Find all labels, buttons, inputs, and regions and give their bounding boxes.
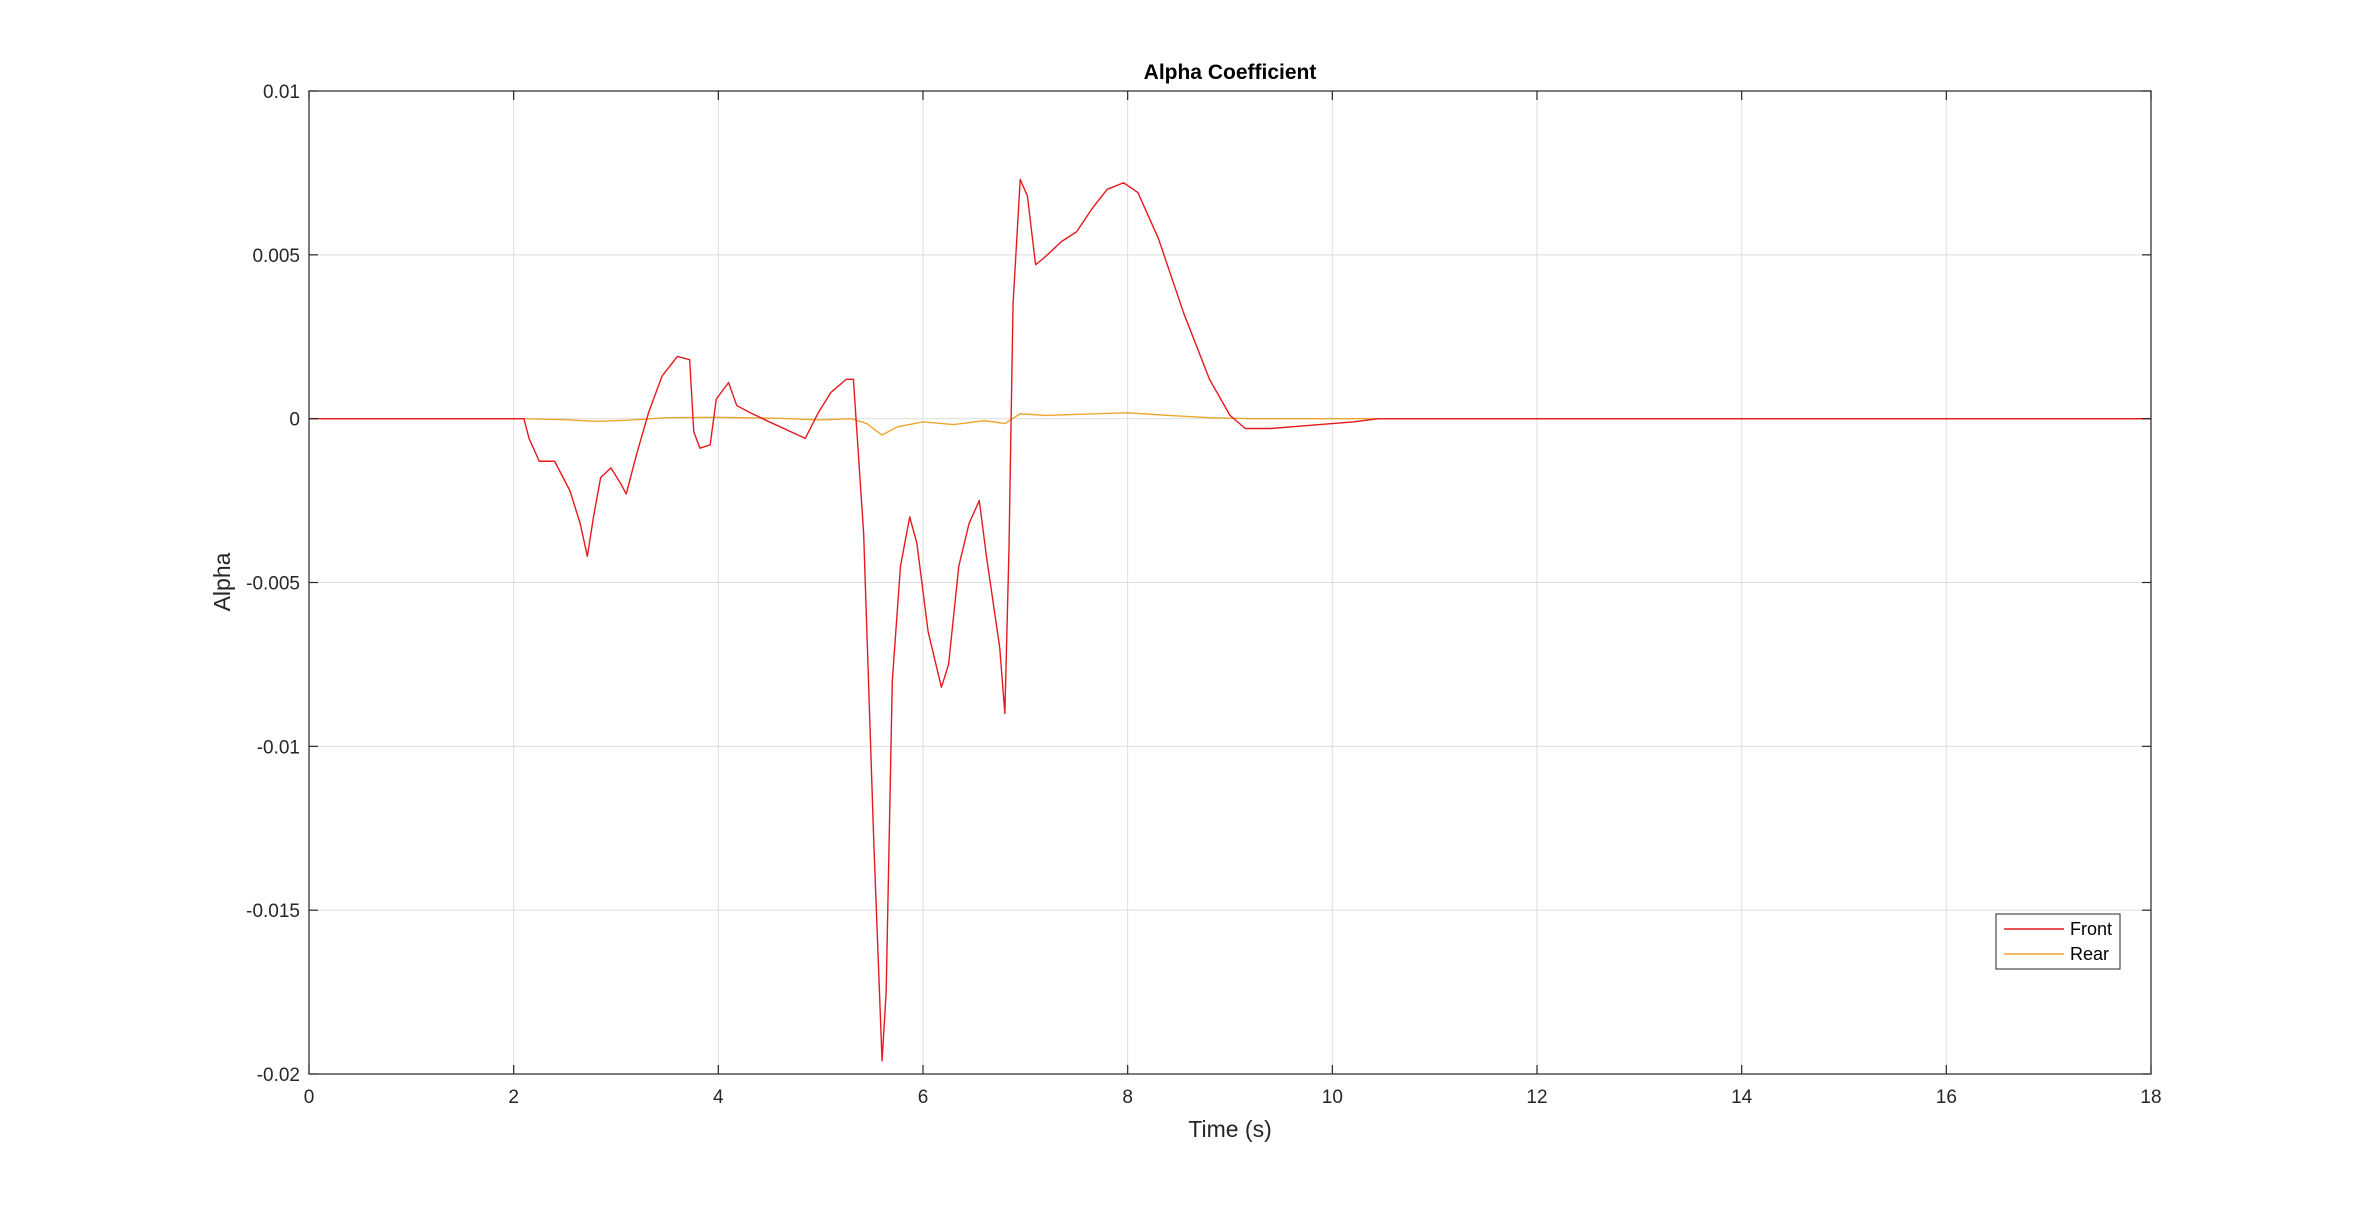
x-tick-label: 0: [304, 1087, 315, 1108]
chart-title: Alpha Coefficient: [1144, 61, 1317, 84]
x-tick-label: 2: [508, 1087, 519, 1108]
series-line-rear: [309, 412, 2151, 436]
y-tick-label: -0.015: [246, 901, 300, 922]
x-tick-labels: 0 2 4 6 8 10 12 14 16 18: [304, 1087, 2162, 1108]
y-tick-label: -0.02: [257, 1065, 300, 1086]
y-tick-label: 0.005: [252, 246, 300, 267]
x-tick-label: 18: [2140, 1087, 2161, 1108]
x-tick-label: 4: [713, 1087, 724, 1108]
y-tick-label: -0.005: [246, 574, 300, 595]
x-axis-label: Time (s): [1188, 1116, 1271, 1142]
legend-front-label: Front: [2070, 919, 2112, 939]
x-tick-label: 8: [1122, 1087, 1133, 1108]
grid-lines: [309, 91, 2151, 1074]
x-tick-label: 6: [918, 1087, 929, 1108]
y-tick-label: -0.01: [257, 737, 300, 758]
series-line-front: [309, 178, 2151, 1062]
x-tick-label: 16: [1936, 1087, 1957, 1108]
legend: Front Rear: [1995, 913, 2121, 970]
series-layer: [309, 178, 2151, 1062]
y-tick-label: 0.01: [263, 82, 300, 103]
y-axis-label: Alpha: [209, 552, 235, 611]
legend-box: [1995, 913, 2121, 970]
x-tick-label: 10: [1322, 1087, 1343, 1108]
y-tick-label: 0: [289, 410, 300, 431]
x-tick-label: 12: [1526, 1087, 1547, 1108]
y-tick-labels: 0.01 0.005 0 -0.005 -0.01 -0.015 -0.02: [246, 82, 300, 1086]
tick-marks: [308, 90, 2152, 1075]
x-tick-label: 14: [1731, 1087, 1753, 1108]
legend-rear-label: Rear: [2070, 944, 2109, 964]
